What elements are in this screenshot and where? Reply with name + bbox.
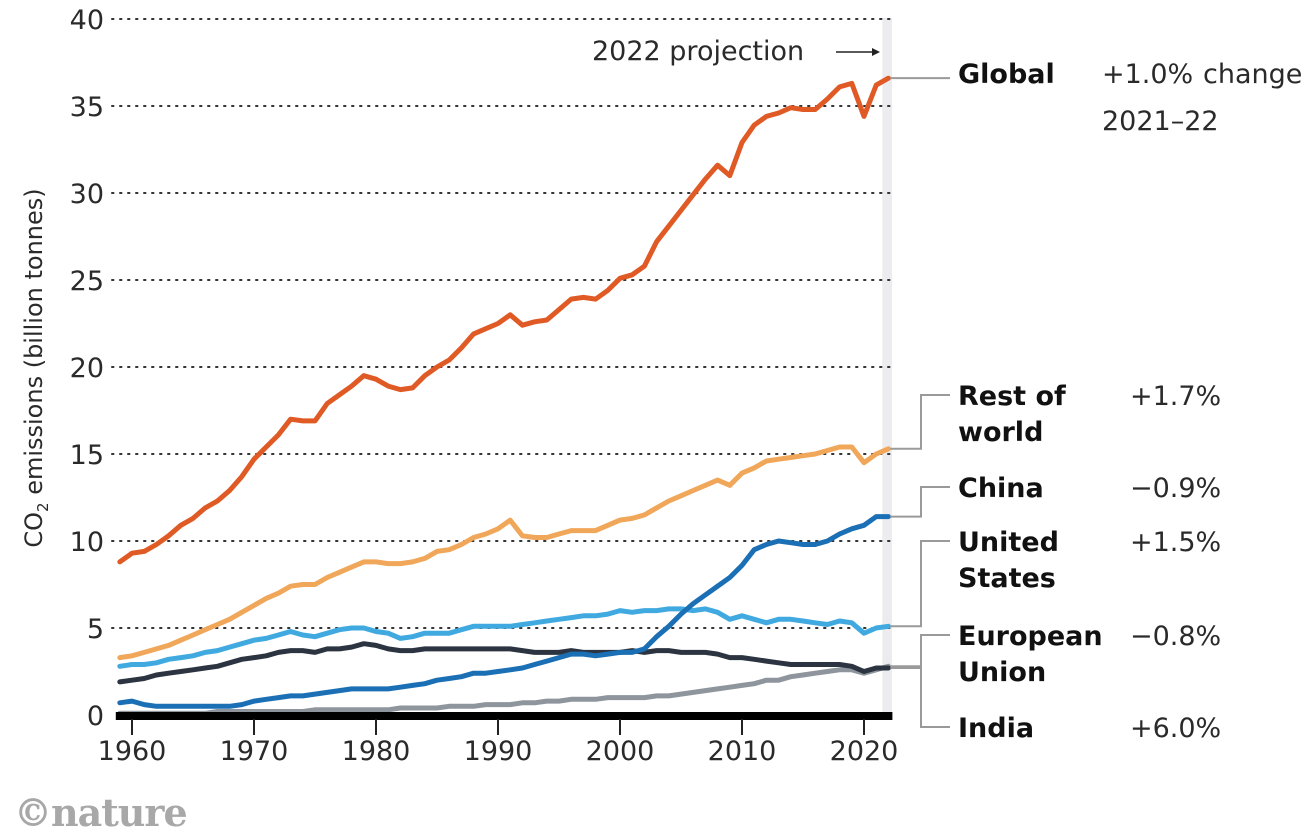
legend-item-united-states: United States +1.5% — [958, 527, 1221, 594]
legend-item-india: India +6.0% — [958, 713, 1221, 744]
series-line-european-union — [117, 641, 891, 685]
legend-item-european-union: European Union −0.8% — [958, 621, 1221, 688]
projection-arrow-icon — [836, 48, 880, 56]
change-period: 2021–22 — [1102, 106, 1219, 137]
series-line-india — [117, 663, 891, 716]
x-tick-label: 1990 — [464, 736, 533, 767]
y-tick-label: 15 — [70, 440, 104, 471]
legend-label: European — [958, 621, 1103, 652]
x-axis — [115, 712, 893, 735]
series-line-rest-of-world — [117, 444, 891, 661]
series-line-global — [117, 75, 891, 565]
x-tick-label: 2000 — [586, 736, 655, 767]
legend: Global +1.0% change 2021–22 Rest of world +1.7… — [958, 59, 1302, 744]
legend-change-value: +1.5% — [1130, 527, 1221, 558]
legend-change-value: −0.9% — [1130, 473, 1221, 504]
y-tick-labels: 0 5 10 15 20 25 30 35 40 — [70, 5, 104, 732]
projection-label: 2022 projection — [592, 36, 804, 67]
legend-change-value: +1.0% — [1102, 59, 1193, 90]
series-line-china — [117, 514, 891, 709]
series-line-united-states — [117, 606, 891, 669]
legend-label: Rest of — [958, 381, 1066, 412]
legend-change-value: +1.7% — [1130, 381, 1221, 412]
y-tick-label: 30 — [70, 179, 104, 210]
x-tick-labels: 1960 1970 1980 1990 2000 2010 2020 — [98, 736, 899, 767]
legend-item-rest-of-world: Rest of world +1.7% — [958, 381, 1221, 448]
gridlines — [111, 18, 896, 629]
series-lines — [117, 75, 891, 716]
change-header: change — [1203, 59, 1302, 90]
y-tick-label: 0 — [87, 701, 104, 732]
legend-label: States — [958, 563, 1056, 594]
y-tick-label: 35 — [70, 92, 104, 123]
legend-change-value: +6.0% — [1130, 713, 1221, 744]
legend-leader — [890, 540, 950, 628]
y-tick-label: 5 — [87, 614, 104, 645]
y-axis-label: CO2 emissions (billion tonnes) — [20, 188, 52, 547]
legend-leader — [890, 394, 950, 450]
legend-leader — [890, 665, 950, 728]
nature-logo: ©nature — [14, 790, 188, 835]
x-tick-label: 2010 — [708, 736, 777, 767]
legend-change-value: −0.8% — [1130, 621, 1221, 652]
legend-leader — [890, 486, 950, 518]
y-tick-label: 10 — [70, 527, 104, 558]
legend-item-global: Global +1.0% change 2021–22 — [958, 59, 1302, 137]
legend-label: United — [958, 527, 1059, 558]
x-tick-label: 1960 — [98, 736, 167, 767]
x-tick-label: 2020 — [830, 736, 899, 767]
legend-label: India — [958, 713, 1034, 744]
legend-leaders — [890, 77, 950, 728]
legend-item-china: China −0.9% — [958, 473, 1221, 504]
legend-leader — [890, 634, 950, 670]
legend-label: Global — [958, 59, 1055, 90]
x-tick-label: 1970 — [220, 736, 289, 767]
legend-label: China — [958, 473, 1044, 504]
y-tick-label: 25 — [70, 266, 104, 297]
legend-label: world — [958, 417, 1043, 448]
x-tick-label: 1980 — [342, 736, 411, 767]
legend-label: Union — [958, 657, 1046, 688]
y-tick-label: 40 — [70, 5, 104, 36]
emissions-chart: 0 5 10 15 20 25 30 35 40 1960 1970 1980 1990 2000 201… — [20, 5, 1302, 767]
y-tick-label: 20 — [70, 353, 104, 384]
